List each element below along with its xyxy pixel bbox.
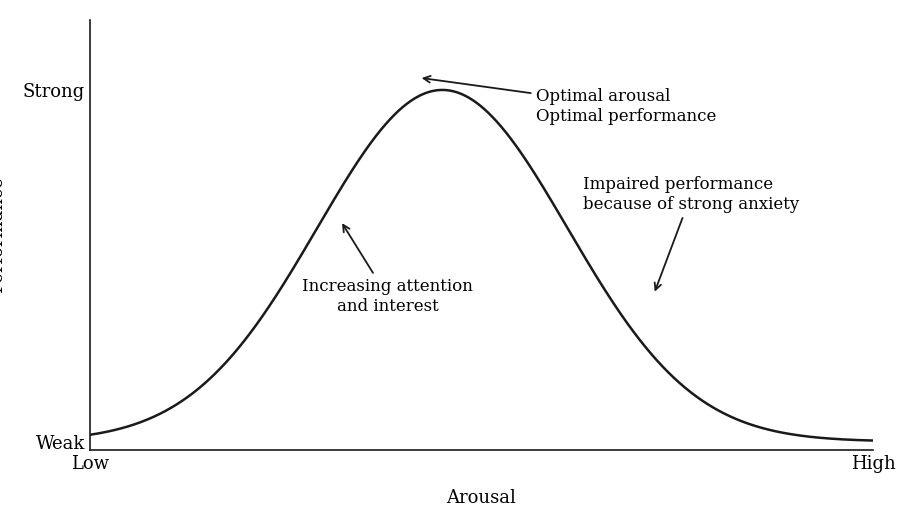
Text: Increasing attention
and interest: Increasing attention and interest: [302, 225, 473, 315]
X-axis label: Arousal: Arousal: [446, 489, 517, 507]
Text: Optimal arousal
Optimal performance: Optimal arousal Optimal performance: [424, 76, 716, 125]
Y-axis label: Performance: Performance: [0, 177, 6, 293]
Text: Impaired performance
because of strong anxiety: Impaired performance because of strong a…: [583, 176, 799, 290]
